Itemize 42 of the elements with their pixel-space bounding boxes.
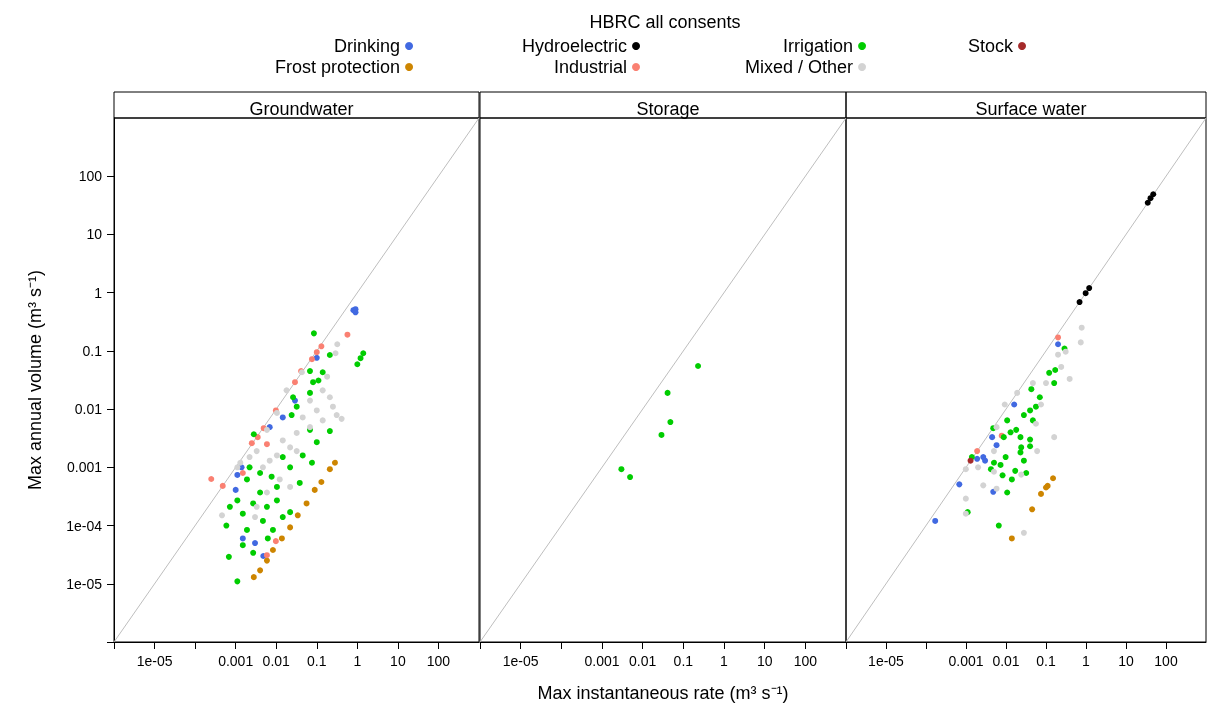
y-tick-label: 100: [78, 168, 103, 185]
x-tick-label: 1: [1082, 653, 1091, 669]
x-tick-label: 100: [1154, 653, 1178, 669]
y-axis-title: Max annual volume (m³ s⁻¹): [25, 269, 45, 491]
x-tick-label: 1: [353, 653, 362, 669]
x-tick-label: 10: [756, 653, 773, 669]
x-tick-label: 0.001: [218, 653, 254, 669]
x-tick-label: 0.1: [307, 653, 327, 669]
x-tick-label: 100: [426, 653, 451, 669]
y-tick-label: 10: [86, 226, 103, 243]
legend-label: Mixed / Other: [744, 57, 854, 77]
legend-label: Hydroelectric: [522, 36, 628, 56]
x-axis-title: Max instantaneous rate (m³ s⁻¹): [537, 683, 789, 703]
chart-title: Groundwater: [249, 99, 354, 119]
legend-label: Industrial: [553, 57, 628, 77]
x-tick-label: 0.01: [992, 653, 1020, 669]
x-tick-label: 10: [390, 653, 406, 669]
x-tick-label: 10: [1118, 653, 1134, 669]
chart-title: Surface water: [975, 99, 1087, 119]
x-tick-label: 1e-05: [136, 653, 173, 669]
legend-label: Frost protection: [274, 57, 401, 77]
legend-label: Stock: [967, 36, 1014, 56]
x-tick-label: 0.01: [629, 653, 657, 669]
chart-title: Storage: [636, 99, 700, 119]
legend-title: HBRC all consents: [589, 12, 741, 32]
x-tick-label: 0.01: [262, 653, 291, 669]
y-tick-label: 0.01: [74, 401, 103, 418]
x-tick-label: 100: [793, 653, 818, 669]
x-tick-label: 0.001: [948, 653, 984, 669]
y-tick-label: 1e-04: [66, 517, 103, 534]
x-tick-label: 1e-05: [868, 653, 905, 669]
x-tick-label: 0.1: [673, 653, 694, 669]
x-tick-label: 1: [720, 653, 729, 669]
x-tick-label: 0.1: [1036, 653, 1056, 669]
x-tick-label: 1e-05: [502, 653, 539, 669]
legend-label: Drinking: [334, 36, 401, 56]
y-tick-label: 0.001: [66, 459, 103, 476]
y-tick-label: 0.1: [82, 342, 103, 359]
legend-label: Irrigation: [783, 36, 854, 56]
y-tick-label: 1e-05: [66, 575, 103, 592]
x-tick-label: 0.001: [584, 653, 620, 669]
y-tick-label: 1: [94, 284, 103, 301]
